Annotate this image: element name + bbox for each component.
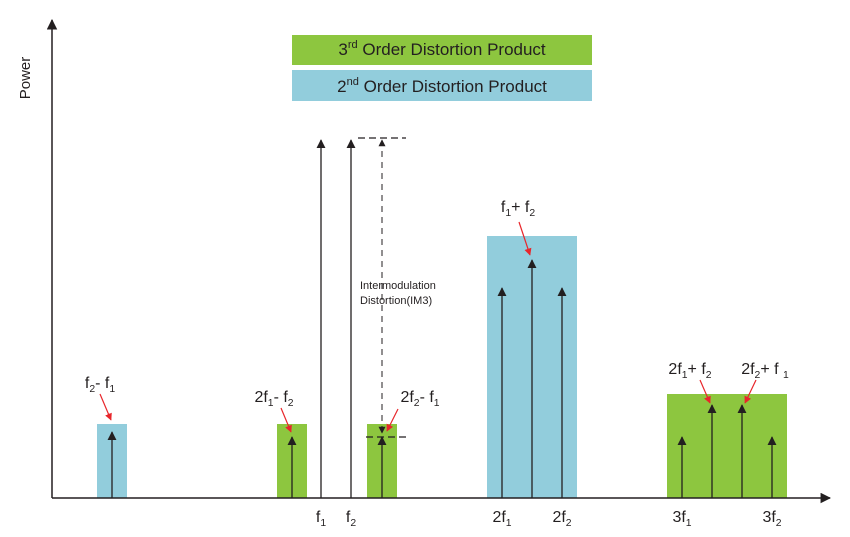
label-part: 2 [89, 384, 95, 395]
label-part: 2 [776, 518, 782, 529]
label-part: 2f [668, 361, 682, 378]
label-part: 1 [506, 518, 512, 529]
label-part: 2 [706, 370, 712, 381]
label-part: - f [95, 375, 110, 392]
label-part: 1 [783, 370, 789, 381]
label-part: 2 [755, 370, 761, 381]
label-part: f [501, 199, 506, 216]
label-part: 1 [686, 518, 692, 529]
product-label: 2f2+ f 1 [741, 361, 789, 381]
product-label: 2f1+ f2 [668, 361, 711, 381]
label-part: nd [347, 76, 359, 88]
label-part: 2f [492, 509, 506, 526]
label-part: f [316, 509, 321, 526]
annotation: Distortion(IM3) [360, 295, 432, 307]
label-part: + f [688, 361, 707, 378]
band-green [667, 394, 787, 498]
label-part: Order Distortion Product [359, 77, 547, 96]
label-part: 1 [268, 398, 274, 409]
pointer [518, 221, 532, 256]
legend-green [292, 35, 592, 65]
legend-label: 3rd Order Distortion Product [338, 39, 546, 59]
product-label: 2f2- f1 [400, 389, 439, 409]
y-axis-label: Power [17, 57, 34, 100]
label-part: + f [760, 361, 783, 378]
label-part: f [85, 375, 90, 392]
label-part: 2 [529, 208, 535, 219]
label-part: 1 [434, 398, 440, 409]
label-part: 2 [414, 398, 420, 409]
label-part: f [346, 509, 351, 526]
legend-label: 2nd Order Distortion Product [337, 76, 547, 96]
x-axis-label: 3f1 [672, 509, 691, 529]
label-part: rd [348, 39, 358, 51]
signals [107, 139, 777, 498]
label-part: 2 [288, 398, 294, 409]
x-axis-label: 3f2 [762, 509, 781, 529]
label-part: 2 [337, 77, 346, 96]
legend-blue [292, 70, 592, 101]
product-label: f2- f1 [85, 375, 115, 395]
product-label: f1+ f2 [501, 199, 535, 219]
im3-measure [358, 137, 406, 438]
pointer [99, 393, 112, 421]
pointers [99, 221, 757, 433]
pointer [386, 408, 399, 432]
label-part: 2f [552, 509, 566, 526]
x-axis-label: 2f1 [492, 509, 511, 529]
label-part: Order Distortion Product [358, 40, 546, 59]
label-part: 1 [682, 370, 688, 381]
pointer [744, 379, 757, 404]
pointer [699, 379, 711, 404]
label-part: 3 [338, 40, 347, 59]
x-axis-label: 2f2 [552, 509, 571, 529]
x-axis-label: f2 [346, 509, 356, 529]
label-part: 3f [762, 509, 776, 526]
label-part: 3f [672, 509, 686, 526]
x-axis-label: f1 [316, 509, 326, 529]
label-part: - f [274, 389, 289, 406]
label-part: 2f [400, 389, 414, 406]
product-label: 2f1- f2 [254, 389, 293, 409]
label-part: + f [511, 199, 530, 216]
label-part: 2 [350, 518, 356, 529]
annotation: Intermodulation [360, 280, 436, 292]
label-part: 1 [505, 208, 511, 219]
label-part: - f [420, 389, 435, 406]
pointer [280, 407, 292, 433]
label-part: 1 [109, 384, 115, 395]
label-part: 2 [566, 518, 572, 529]
label-part: 2f [741, 361, 755, 378]
label-part: 2f [254, 389, 268, 406]
label-part: 1 [320, 518, 326, 529]
